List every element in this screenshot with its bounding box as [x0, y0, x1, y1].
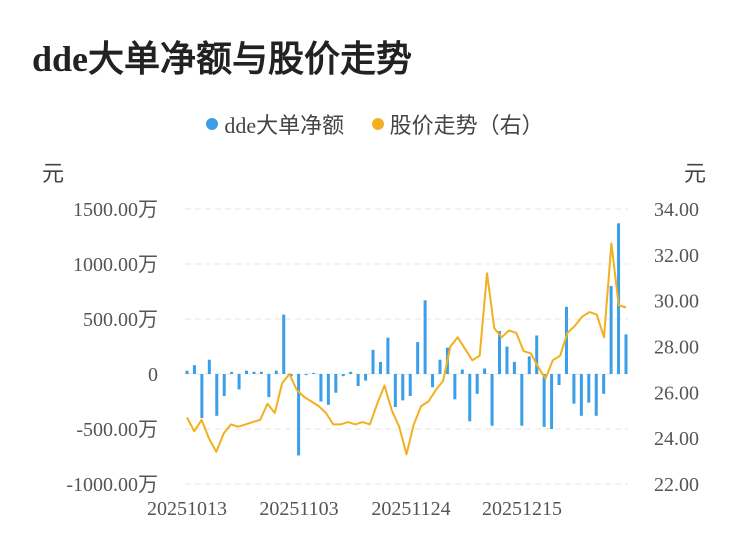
dde-bar: [282, 314, 286, 374]
dde-bar: [401, 374, 405, 401]
dde-bar: [587, 374, 591, 403]
legend-swatch-dde: [206, 118, 219, 130]
dde-bar: [512, 361, 516, 374]
right-axis-unit: 元: [684, 161, 707, 186]
dde-bar: [602, 374, 606, 394]
x-tick-label: 20251215: [482, 498, 562, 520]
x-tick-label: 20251124: [371, 498, 450, 520]
dde-bar: [222, 374, 226, 396]
dde-bar: [408, 374, 412, 396]
price-line: [186, 242, 627, 456]
dde-bar: [609, 286, 613, 374]
dde-bar: [267, 374, 271, 398]
legend-item-price[interactable]: 股价走势（右）: [371, 108, 544, 140]
dde-bar: [304, 374, 308, 376]
dde-bar: [185, 370, 189, 374]
y-left-tick-label: 1000.00万: [73, 254, 158, 276]
dde-bar: [460, 369, 464, 374]
dde-bar: [274, 370, 278, 374]
y-right-tick-label: 24.00: [654, 428, 699, 450]
dde-bar: [542, 374, 546, 427]
dde-bar: [319, 374, 323, 402]
dde-bar: [431, 374, 435, 388]
dde-bar: [207, 359, 211, 374]
dde-bar: [564, 306, 568, 374]
dde-bar: [192, 365, 196, 374]
dde-bar: [572, 374, 576, 404]
dde-bar: [490, 374, 494, 426]
y-right-tick-label: 30.00: [654, 291, 699, 313]
dde-bar: [356, 374, 360, 387]
y-left-tick-label: 500.00万: [83, 309, 158, 331]
dde-bar: [468, 374, 472, 422]
dde-bar: [230, 371, 234, 374]
legend-label-price: 股价走势（右）: [389, 113, 544, 138]
left-axis-unit: 元: [42, 161, 65, 186]
dde-bar: [297, 374, 301, 456]
dde-bar: [252, 371, 256, 374]
dde-bar: [557, 374, 561, 385]
y-left-tick-label: 1500.00万: [73, 199, 158, 221]
y-right-tick-label: 22.00: [654, 474, 699, 496]
dde-bar: [579, 374, 583, 416]
dde-bar: [215, 374, 219, 416]
legend-swatch-price: [371, 118, 384, 130]
y-right-tick-label: 28.00: [654, 337, 699, 359]
dde-bar: [259, 371, 263, 374]
y-right-tick-label: 32.00: [654, 245, 699, 267]
dde-bar: [594, 374, 598, 416]
dde-bar: [311, 372, 315, 374]
dde-bar: [505, 346, 509, 374]
dde-bar: [341, 374, 345, 377]
y-left-tick-label: -500.00万: [76, 419, 158, 441]
dde-bar: [483, 368, 487, 374]
legend-item-dde[interactable]: dde大单净额: [206, 108, 344, 140]
dde-bar: [371, 349, 375, 374]
dde-bar: [200, 374, 204, 418]
dde-bar: [453, 374, 457, 400]
dde-bar: [550, 374, 554, 429]
dde-bar: [423, 300, 427, 374]
y-left-tick-label: 0: [148, 364, 158, 386]
dde-bar: [349, 371, 353, 374]
dde-bar: [289, 374, 293, 377]
dde-bar: [386, 337, 390, 374]
dde-bar: [378, 361, 382, 374]
x-tick-label: 20251103: [259, 498, 338, 520]
dde-bar: [364, 374, 368, 381]
legend-label-dde: dde大单净额: [224, 113, 345, 138]
dde-bar: [535, 335, 539, 374]
dde-bar: [237, 374, 241, 390]
dde-bar: [416, 342, 420, 374]
dde-bar: [438, 359, 442, 374]
dde-bar: [326, 374, 330, 405]
chart-title: dde大单净额与股价走势: [32, 39, 413, 79]
dde-bar: [475, 374, 479, 394]
dde-bar: [393, 374, 397, 407]
y-right-tick-label: 26.00: [654, 382, 699, 404]
y-left-tick-label: -1000.00万: [66, 474, 158, 496]
dde-bar: [245, 370, 249, 374]
y-right-tick-label: 34.00: [654, 199, 699, 221]
dde-bar: [624, 334, 628, 374]
dde-bar: [334, 374, 338, 393]
dde-bar: [520, 374, 524, 426]
x-tick-label: 20251013: [147, 498, 227, 520]
dde-bar: [527, 356, 531, 374]
legend: dde大单净额 股价走势（右）: [0, 108, 750, 140]
dde-bar: [498, 331, 502, 374]
